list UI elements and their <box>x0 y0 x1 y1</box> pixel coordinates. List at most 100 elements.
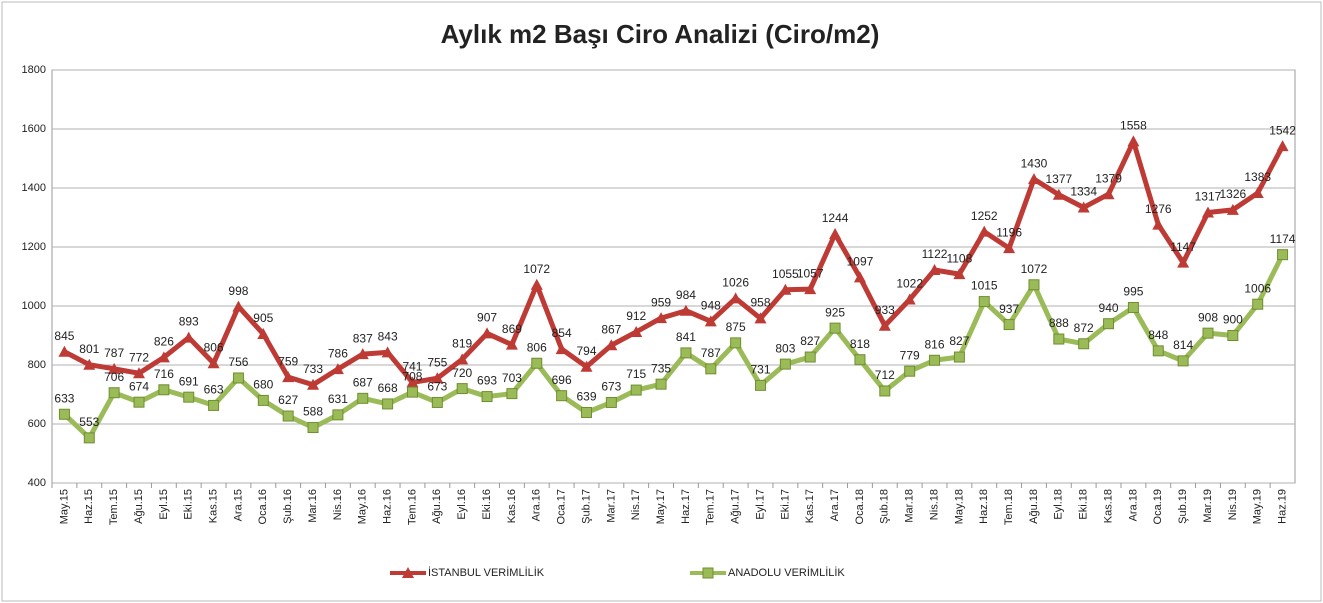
data-label: 1317 <box>1195 190 1222 204</box>
data-label: 731 <box>750 363 770 377</box>
x-tick-label: Ara.17 <box>829 489 841 521</box>
x-tick-label: Eki.16 <box>481 489 493 520</box>
data-label: 827 <box>800 334 820 348</box>
data-label: 588 <box>303 405 323 419</box>
point <box>655 378 667 390</box>
point <box>1277 249 1289 261</box>
point <box>680 347 692 359</box>
data-label: 663 <box>204 383 224 397</box>
point <box>282 410 294 422</box>
x-tick-label: Şub.17 <box>580 489 592 524</box>
point <box>456 383 468 395</box>
point <box>83 432 95 444</box>
data-label: 1326 <box>1219 187 1246 201</box>
x-tick-label: Haz.17 <box>680 489 692 524</box>
data-label: 756 <box>228 355 248 369</box>
data-label: 1122 <box>922 247 948 261</box>
point <box>679 304 692 316</box>
data-label: 900 <box>1223 313 1243 327</box>
point <box>953 351 965 363</box>
x-tick-label: Eki.15 <box>183 489 195 520</box>
data-label: 1006 <box>1244 281 1271 295</box>
data-label: 715 <box>626 367 646 381</box>
point <box>1177 355 1189 367</box>
x-tick-label: Nis.19 <box>1227 489 1239 520</box>
data-label: 733 <box>303 362 323 376</box>
x-tick-label: Şub.18 <box>879 489 891 524</box>
point <box>928 264 941 276</box>
data-label: 787 <box>104 346 124 360</box>
x-tick-label: Ara.15 <box>232 489 244 521</box>
point <box>779 283 792 295</box>
data-label: 959 <box>651 295 671 309</box>
y-tick-label: 1200 <box>22 241 46 253</box>
data-label: 908 <box>1198 310 1218 324</box>
data-label: 1276 <box>1145 202 1172 216</box>
point <box>431 396 443 408</box>
x-tick-label: May.18 <box>953 489 965 524</box>
point <box>702 567 714 579</box>
point <box>331 363 344 375</box>
point <box>108 362 121 374</box>
x-tick-label: Şub.19 <box>1177 489 1189 524</box>
data-label: 818 <box>850 337 870 351</box>
data-label: 706 <box>104 370 124 384</box>
data-label: 806 <box>527 340 547 354</box>
data-label: 995 <box>1123 285 1143 299</box>
point <box>1127 301 1139 313</box>
data-label: 1430 <box>1021 156 1048 170</box>
data-label: 1026 <box>722 276 749 290</box>
point <box>58 408 70 420</box>
data-label: 872 <box>1074 321 1094 335</box>
data-label: 720 <box>452 366 472 380</box>
data-label: 1108 <box>946 251 972 265</box>
point <box>854 354 866 366</box>
point <box>879 385 891 397</box>
point <box>705 363 717 375</box>
x-tick-label: Ağu.17 <box>730 489 742 524</box>
data-label: 708 <box>402 369 422 383</box>
data-label: 668 <box>378 381 398 395</box>
data-label: 816 <box>925 337 945 351</box>
data-label: 691 <box>179 374 199 388</box>
x-tick-label: Oca.18 <box>854 489 866 524</box>
x-tick-label: May.17 <box>655 489 667 524</box>
point <box>729 292 742 304</box>
data-label: 673 <box>427 380 447 394</box>
point <box>431 372 444 384</box>
point <box>779 358 791 370</box>
x-tick-label: Ağu.16 <box>431 489 443 524</box>
data-label: 1097 <box>847 255 874 269</box>
point <box>630 325 643 337</box>
data-label: 673 <box>601 380 621 394</box>
x-tick-label: May.16 <box>357 489 369 524</box>
data-label: 841 <box>676 330 696 344</box>
x-tick-label: Haz.16 <box>382 489 394 524</box>
point <box>853 271 866 283</box>
x-tick-label: Tem.18 <box>1003 489 1015 525</box>
legend-label: ANADOLU VERİMLİLİK <box>728 566 845 579</box>
x-tick-label: Oca.19 <box>1152 489 1164 524</box>
y-tick-label: 400 <box>28 477 46 489</box>
data-label: 984 <box>676 288 696 302</box>
data-label: 741 <box>402 360 422 374</box>
point <box>829 228 842 240</box>
point <box>1003 242 1016 254</box>
x-tick-label: Oca.16 <box>257 489 269 524</box>
x-tick-label: Tem.17 <box>705 489 717 525</box>
data-label: 787 <box>701 346 721 360</box>
point <box>1077 201 1090 213</box>
point <box>406 386 418 398</box>
x-tick-label: Ağu.15 <box>133 489 145 524</box>
data-label: 1377 <box>1045 172 1072 186</box>
data-label: 1055 <box>772 267 799 281</box>
point <box>1251 187 1264 199</box>
x-tick-label: May.15 <box>58 489 70 524</box>
point <box>754 312 767 324</box>
point <box>232 372 244 384</box>
x-tick-label: Kas.15 <box>207 489 219 523</box>
data-label: 1383 <box>1244 170 1271 184</box>
point <box>953 268 966 280</box>
point <box>1053 333 1065 345</box>
